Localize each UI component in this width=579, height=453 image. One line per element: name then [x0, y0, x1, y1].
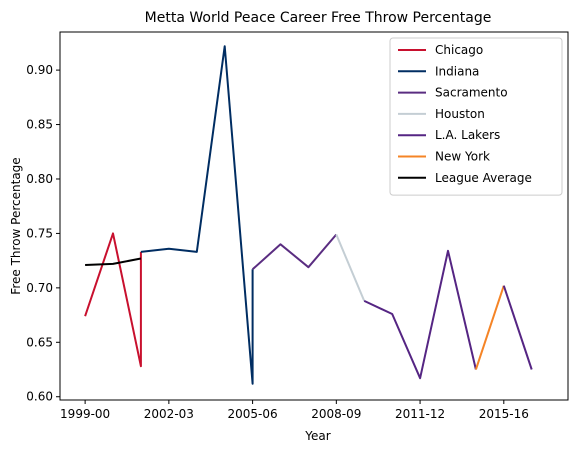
legend-label: New York	[435, 150, 490, 164]
x-axis-ticks: 1999-00 2002-03 2005-06 2008-09 2011-12 2015-…	[60, 400, 529, 421]
y-tick-label: 0.80	[26, 172, 53, 186]
series-line-l-a-lakers-4	[363, 249, 477, 380]
legend-label: L.A. Lakers	[435, 128, 500, 142]
y-axis-ticks: 0.60 0.65 0.70 0.75 0.80 0.85 0.90	[26, 63, 60, 404]
legend: Chicago Indiana Sacramento Houston L.A. Lake…	[389, 37, 563, 196]
series-line-chicago-0	[84, 232, 142, 368]
series-lines	[84, 45, 533, 385]
y-tick-label: 0.75	[26, 226, 53, 240]
y-axis-label: Free Throw Percentage	[9, 157, 23, 294]
y-tick-label: 0.60	[26, 390, 53, 404]
y-tick-label: 0.70	[26, 281, 53, 295]
legend-label: Indiana	[435, 64, 479, 78]
y-tick-label: 0.85	[26, 118, 53, 132]
legend-label: Houston	[435, 107, 485, 121]
legend-label: Sacramento	[435, 86, 508, 100]
series-line-houston-3	[335, 234, 366, 302]
x-tick-label: 2008-09	[311, 407, 361, 421]
chart-title: Metta World Peace Career Free Throw Perc…	[145, 10, 492, 26]
x-tick-label: 2011-12	[395, 407, 445, 421]
y-tick-label: 0.65	[26, 335, 53, 349]
series-line-league-average-7	[85, 257, 142, 266]
series-line-new-york-5	[474, 285, 505, 370]
x-tick-label: 1999-00	[60, 407, 110, 421]
x-axis-label: Year	[304, 429, 330, 443]
plot-frame	[59, 31, 569, 401]
x-tick-label: 2015-16	[479, 407, 529, 421]
series-line-sacramento-2	[251, 233, 338, 271]
series-line-l-a-lakers-6	[502, 285, 533, 370]
x-tick-label: 2005-06	[228, 407, 278, 421]
x-tick-label: 2002-03	[144, 407, 194, 421]
legend-label: Chicago	[435, 43, 483, 57]
legend-box	[389, 37, 563, 196]
series-line-indiana-1	[140, 45, 254, 385]
y-tick-label: 0.90	[26, 63, 53, 77]
legend-label: League Average	[435, 171, 532, 185]
